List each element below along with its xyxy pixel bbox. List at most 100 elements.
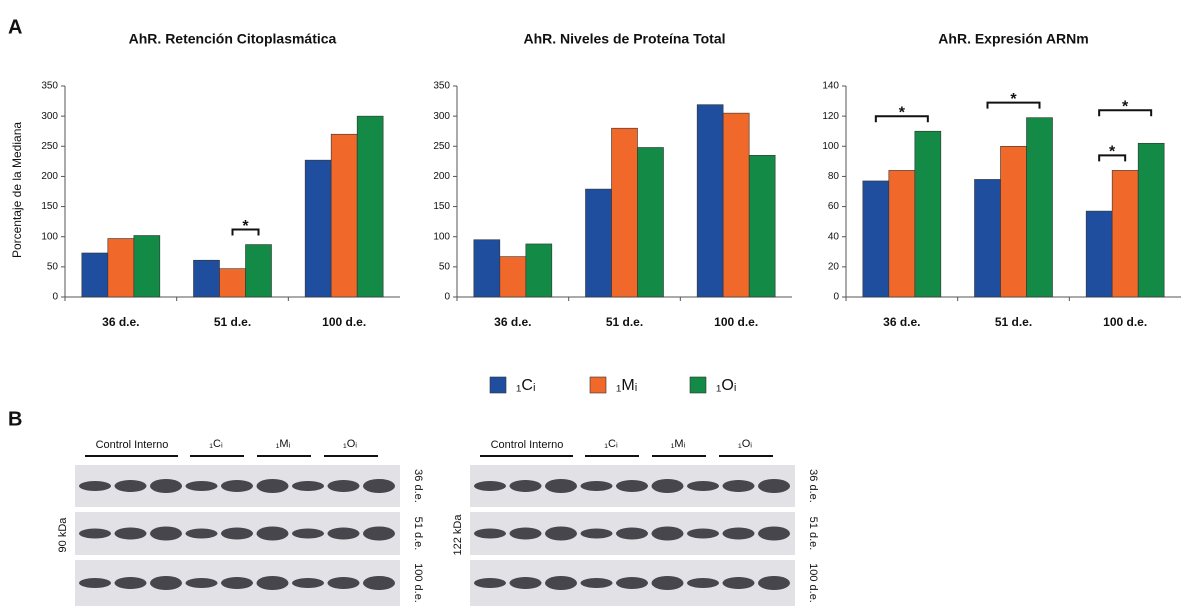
bar	[357, 116, 383, 297]
y-tick-label: 350	[433, 81, 450, 92]
y-tick-label: 0	[833, 292, 839, 303]
blot-band	[758, 527, 790, 541]
bar	[305, 160, 331, 297]
blot-band	[292, 529, 324, 539]
blot-band	[221, 528, 253, 540]
chart-title: AhR. Retención Citoplasmática	[129, 31, 337, 47]
blot-band	[474, 529, 506, 539]
significance-label: *	[242, 218, 249, 235]
blot-group-label: ₁Mᵢ	[276, 438, 291, 450]
x-tick-label: 36 d.e.	[494, 315, 531, 329]
blot-row-label: 36 d.e.	[807, 469, 819, 503]
blot-band	[150, 527, 182, 541]
blot-row-label: 100 d.e.	[412, 563, 424, 603]
panel-label: A	[8, 16, 22, 38]
y-tick-label: 0	[444, 292, 450, 303]
y-tick-label: 140	[822, 81, 839, 92]
page: A B AhR. Retención CitoplasmáticaPorcent…	[0, 0, 1192, 606]
bar	[723, 113, 749, 297]
blot-band	[474, 578, 506, 588]
bar	[500, 257, 526, 297]
blot-band	[363, 527, 395, 541]
blot-band	[758, 576, 790, 590]
blot-band	[758, 479, 790, 493]
bar	[331, 134, 357, 297]
y-tick-label: 60	[828, 201, 840, 212]
blot-band	[150, 479, 182, 493]
blot-band	[510, 577, 542, 589]
blot-band	[79, 481, 111, 491]
blot-band	[257, 527, 289, 541]
chart-title: AhR. Expresión ARNm	[938, 31, 1088, 47]
bar	[1027, 118, 1053, 297]
blot-band	[186, 529, 218, 539]
x-tick-label: 100 d.e.	[1103, 315, 1147, 329]
y-tick-label: 120	[822, 111, 839, 122]
blot-band	[150, 576, 182, 590]
blot-band	[79, 529, 111, 539]
blot-band	[328, 480, 360, 492]
x-tick-label: 51 d.e.	[214, 315, 251, 329]
blot-group-label: ₁Cᵢ	[209, 438, 223, 450]
blot-band	[510, 528, 542, 540]
bar	[246, 245, 272, 297]
blot-band	[221, 480, 253, 492]
blot-group-label: ₁Oᵢ	[343, 438, 357, 450]
x-tick-label: 100 d.e.	[714, 315, 758, 329]
y-tick-label: 100	[41, 231, 58, 242]
blot-band	[545, 479, 577, 493]
blot-band	[545, 576, 577, 590]
blot-band	[328, 577, 360, 589]
y-axis-label: Porcentaje de la Mediana	[10, 122, 24, 258]
blot-marker: 122 kDa	[452, 514, 464, 556]
blot-band	[186, 578, 218, 588]
y-tick-label: 200	[433, 171, 450, 182]
blot-band	[652, 479, 684, 493]
y-tick-label: 200	[41, 171, 58, 182]
bar	[915, 131, 941, 297]
blot-group-label: ₁Mᵢ	[671, 438, 686, 450]
bar	[889, 170, 915, 297]
y-tick-label: 20	[828, 261, 840, 272]
bar	[586, 189, 612, 297]
y-tick-label: 50	[47, 261, 59, 272]
significance-label: *	[1109, 144, 1116, 161]
blot-band	[363, 576, 395, 590]
blot-band	[363, 479, 395, 493]
x-tick-label: 51 d.e.	[995, 315, 1032, 329]
significance-label: *	[1122, 98, 1129, 115]
figure: A B AhR. Retención CitoplasmáticaPorcent…	[0, 0, 1192, 606]
blot-band	[687, 578, 719, 588]
x-tick-label: 36 d.e.	[883, 315, 920, 329]
bar	[1112, 170, 1138, 297]
y-tick-label: 100	[433, 231, 450, 242]
significance-label: *	[899, 104, 906, 121]
y-tick-label: 80	[828, 171, 840, 182]
legend-swatch	[690, 377, 706, 393]
blot-band	[257, 479, 289, 493]
blot-band	[723, 577, 755, 589]
blot-band	[652, 527, 684, 541]
y-tick-label: 100	[822, 141, 839, 152]
bar	[1086, 211, 1112, 297]
bar	[1001, 146, 1027, 297]
x-tick-label: 100 d.e.	[322, 315, 366, 329]
x-tick-label: 36 d.e.	[102, 315, 139, 329]
blot-group-label: ₁Oᵢ	[738, 438, 752, 450]
bar	[975, 179, 1001, 297]
bar	[749, 155, 775, 297]
bar	[612, 128, 638, 297]
blot-band	[581, 481, 613, 491]
blot-row-label: 100 d.e.	[807, 563, 819, 603]
y-tick-label: 50	[439, 261, 451, 272]
blot-row-label: 36 d.e.	[412, 469, 424, 503]
blot-band	[723, 528, 755, 540]
blot-band	[292, 481, 324, 491]
y-tick-label: 300	[433, 111, 450, 122]
bar	[474, 240, 500, 297]
legend-label: ₁Cᵢ	[516, 377, 535, 394]
bar	[82, 253, 108, 297]
blot-band	[581, 578, 613, 588]
blot-band	[221, 577, 253, 589]
y-tick-label: 250	[41, 141, 58, 152]
